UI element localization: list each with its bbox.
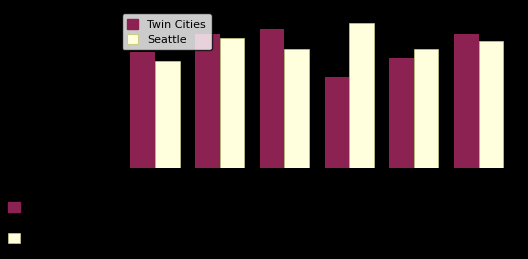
Bar (414, 49, 438, 168)
Bar (130, 52, 155, 168)
Bar (389, 58, 414, 168)
Legend: Twin Cities, Seattle: Twin Cities, Seattle (122, 13, 212, 51)
Bar (454, 34, 478, 168)
Bar (349, 23, 374, 168)
Bar (155, 61, 180, 168)
Bar (325, 77, 349, 168)
Bar (285, 49, 309, 168)
Bar (195, 34, 220, 168)
Bar (260, 29, 285, 168)
Bar (478, 41, 503, 168)
Bar (220, 38, 244, 168)
